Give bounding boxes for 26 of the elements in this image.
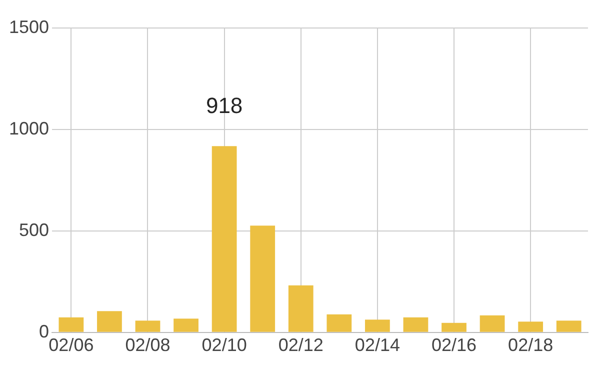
bar <box>518 322 544 332</box>
bar <box>403 317 428 332</box>
bar <box>135 320 160 332</box>
x-tick-label: 02/12 <box>278 335 324 356</box>
x-tick-label: 02/06 <box>48 335 94 356</box>
x-tick-label: 02/16 <box>431 335 477 356</box>
bar <box>250 226 276 332</box>
bar <box>212 146 237 332</box>
y-tick-label: 500 <box>18 220 50 240</box>
x-tick-label: 02/10 <box>202 335 247 356</box>
y-tick-label: 0 <box>39 321 50 342</box>
bar <box>556 320 582 332</box>
bar <box>58 317 84 332</box>
y-tick-label: 1000 <box>8 118 50 138</box>
bar <box>480 315 505 332</box>
y-tick-label: 1500 <box>8 16 50 37</box>
bar <box>288 285 314 332</box>
data-label: 918 <box>206 93 243 118</box>
bar <box>365 320 390 332</box>
x-tick-label: 02/18 <box>508 335 554 356</box>
x-tick-label: 02/08 <box>125 335 170 356</box>
x-tick-label: 02/14 <box>354 335 400 356</box>
bar <box>326 314 352 332</box>
bar <box>442 322 466 332</box>
bar <box>174 318 198 332</box>
bar <box>97 311 122 332</box>
